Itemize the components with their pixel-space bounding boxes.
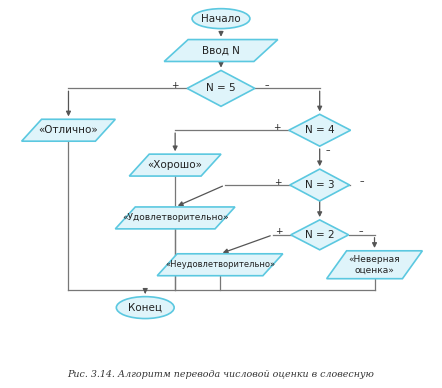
- Text: +: +: [275, 227, 282, 236]
- Polygon shape: [22, 119, 115, 141]
- Text: Ввод N: Ввод N: [202, 45, 240, 55]
- Text: «Удовлетворительно»: «Удовлетворительно»: [122, 213, 229, 222]
- Text: N = 2: N = 2: [305, 230, 335, 240]
- Text: Рис. 3.14. Алгоритм перевода числовой оценки в словесную: Рис. 3.14. Алгоритм перевода числовой оц…: [68, 370, 374, 379]
- Text: «Отлично»: «Отлично»: [38, 125, 99, 135]
- Polygon shape: [291, 220, 349, 250]
- Polygon shape: [157, 254, 283, 276]
- Polygon shape: [289, 114, 351, 146]
- Ellipse shape: [116, 297, 174, 319]
- Polygon shape: [130, 154, 221, 176]
- Text: «Хорошо»: «Хорошо»: [148, 160, 202, 170]
- Text: N = 5: N = 5: [206, 83, 236, 94]
- Text: –: –: [325, 146, 330, 155]
- Text: +: +: [171, 81, 179, 90]
- Text: «Неверная
оценка»: «Неверная оценка»: [349, 255, 400, 274]
- Text: –: –: [358, 227, 363, 236]
- Polygon shape: [327, 251, 423, 279]
- Polygon shape: [115, 207, 235, 229]
- Polygon shape: [187, 71, 255, 106]
- Text: Конец: Конец: [128, 303, 162, 313]
- Polygon shape: [290, 169, 350, 201]
- Text: Начало: Начало: [201, 14, 241, 24]
- Text: –: –: [265, 81, 269, 90]
- Text: +: +: [273, 123, 281, 132]
- Text: N = 4: N = 4: [305, 125, 335, 135]
- Polygon shape: [164, 40, 278, 61]
- Text: N = 3: N = 3: [305, 180, 335, 190]
- Text: «Неудовлетворительно»: «Неудовлетворительно»: [165, 260, 275, 269]
- Ellipse shape: [192, 9, 250, 29]
- Text: +: +: [274, 178, 282, 187]
- Text: –: –: [359, 178, 364, 187]
